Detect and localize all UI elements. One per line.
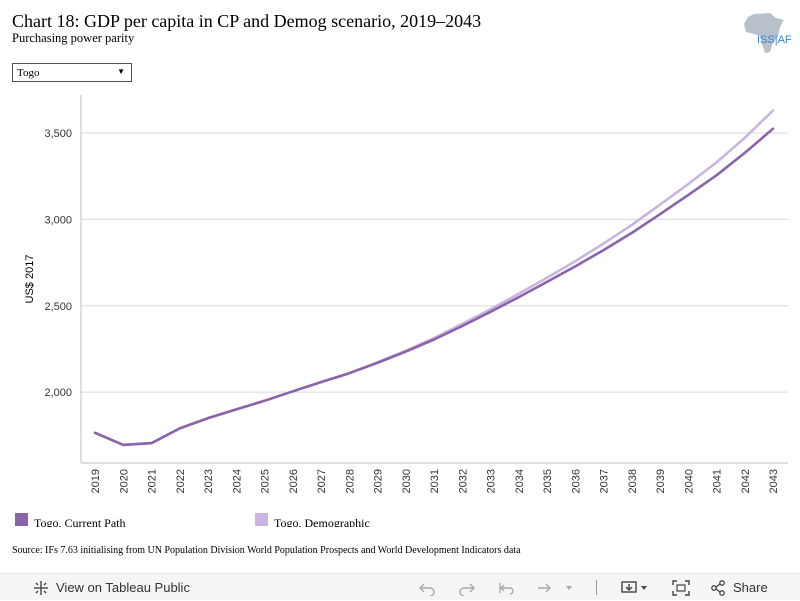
y-tick-label: 2,500 xyxy=(44,301,72,313)
y-tick-label: 3,500 xyxy=(44,128,72,140)
x-tick-label: 2022 xyxy=(175,469,187,493)
x-tick-label: 2032 xyxy=(457,469,469,493)
x-tick-label: 2030 xyxy=(401,469,413,493)
revert-button[interactable] xyxy=(498,574,516,601)
share-button[interactable]: Share xyxy=(710,574,768,601)
x-tick-label: 2036 xyxy=(570,469,582,493)
legend-label-demographic: Togo, Demographic xyxy=(274,516,370,527)
x-tick-label: 2026 xyxy=(288,469,300,493)
y-axis-title: US$ 2017 xyxy=(24,255,36,304)
legend-label-current-path: Togo, Current Path xyxy=(34,516,126,527)
legend-swatch-current-path xyxy=(15,513,28,526)
x-tick-label: 2031 xyxy=(429,469,441,493)
x-tick-label: 2019 xyxy=(90,469,102,493)
download-icon xyxy=(621,580,647,593)
refresh-icon xyxy=(538,583,572,592)
redo-button[interactable] xyxy=(458,574,476,601)
download-button[interactable] xyxy=(621,574,651,601)
chevron-down-icon: ▼ xyxy=(117,67,125,76)
x-tick-label: 2020 xyxy=(118,469,130,493)
x-tick-label: 2039 xyxy=(655,469,667,493)
redo-icon xyxy=(459,583,475,596)
tableau-toolbar: View on Tableau Public xyxy=(0,573,800,600)
y-tick-label: 3,000 xyxy=(44,214,72,226)
x-tick-label: 2021 xyxy=(147,469,159,493)
legend-swatch-demographic xyxy=(255,513,268,526)
x-tick-label: 2028 xyxy=(344,469,356,493)
x-tick-label: 2024 xyxy=(231,469,243,493)
x-tick-label: 2038 xyxy=(627,469,639,493)
share-label: Share xyxy=(733,580,768,595)
toolbar-divider xyxy=(596,580,597,595)
line-chart: 2,000 2,500 3,000 3,500 US$ 2017 2019 2020 2021… xyxy=(24,95,788,493)
view-on-tableau-link[interactable]: View on Tableau Public xyxy=(33,574,190,601)
refresh-button[interactable] xyxy=(536,574,574,601)
series-line-current-path xyxy=(93,127,775,447)
chart-subtitle: Purchasing power parity xyxy=(12,31,135,45)
legend-item-demographic[interactable]: Togo, Demographic xyxy=(255,511,485,527)
x-tick-label: 2034 xyxy=(514,469,526,493)
undo-icon xyxy=(419,583,435,596)
x-tick-label: 2041 xyxy=(712,469,724,493)
tableau-logo-icon xyxy=(34,580,48,595)
view-on-tableau-label: View on Tableau Public xyxy=(56,580,190,595)
country-filter-dropdown[interactable]: Togo ▼ xyxy=(12,63,132,82)
source-note: Source: IFs 7.63 initialising from UN Po… xyxy=(12,545,521,556)
fullscreen-icon xyxy=(672,579,690,596)
chart-title: Chart 18: GDP per capita in CP and Demog… xyxy=(12,11,482,31)
x-tick-label: 2040 xyxy=(683,469,695,493)
x-tick-label: 2042 xyxy=(740,469,752,493)
x-tick-label: 2033 xyxy=(486,469,498,493)
iss-logo: ISS|AFI xyxy=(744,13,792,53)
share-icon xyxy=(711,579,725,596)
x-tick-label: 2023 xyxy=(203,469,215,493)
x-tick-label: 2035 xyxy=(542,469,554,493)
x-tick-label: 2043 xyxy=(768,469,780,493)
x-tick-label: 2037 xyxy=(599,469,611,493)
country-filter-value: Togo xyxy=(17,67,40,79)
logo-text: ISS|AFI xyxy=(757,34,792,46)
y-tick-label: 2,000 xyxy=(44,387,72,399)
x-tick-label: 2025 xyxy=(260,469,272,493)
undo-button[interactable] xyxy=(418,574,436,601)
revert-icon xyxy=(499,582,514,595)
legend-item-current-path[interactable]: Togo, Current Path xyxy=(15,511,245,527)
x-tick-label: 2027 xyxy=(316,469,328,493)
x-tick-label: 2029 xyxy=(373,469,385,493)
series-line-demographic xyxy=(93,109,775,447)
africa-map-icon xyxy=(744,13,784,53)
fullscreen-button[interactable] xyxy=(672,574,690,601)
